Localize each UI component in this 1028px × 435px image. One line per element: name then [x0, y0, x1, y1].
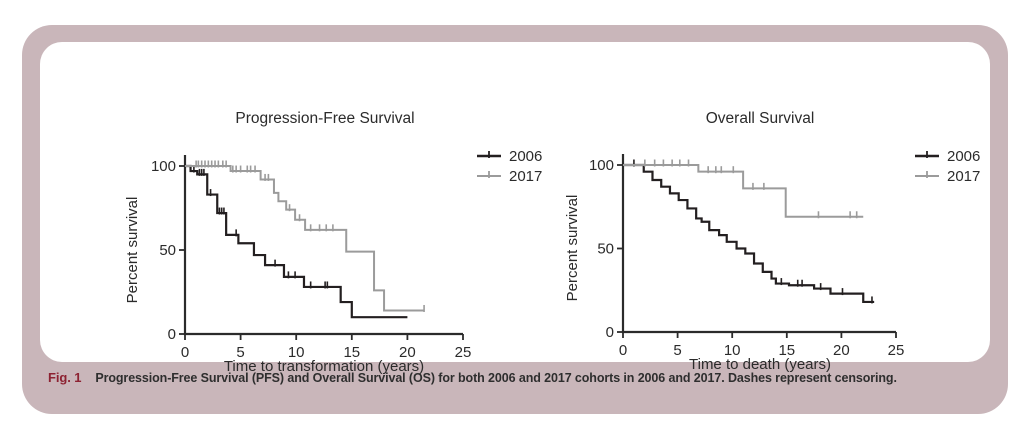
- svg-text:0: 0: [619, 342, 627, 359]
- censor-marks: [193, 165, 329, 289]
- censor-marks: [644, 159, 858, 219]
- series-2006: [623, 159, 875, 304]
- figure-caption: Fig. 1 Progression-Free Survival (PFS) an…: [48, 369, 988, 387]
- legend-item-2017: 2017: [477, 168, 542, 185]
- svg-text:25: 25: [455, 344, 472, 361]
- censor-marks: [633, 159, 873, 304]
- svg-text:0: 0: [606, 324, 614, 341]
- legend-label: 2017: [947, 168, 980, 185]
- legend-label: 2006: [509, 148, 542, 165]
- svg-text:10: 10: [288, 344, 305, 361]
- km-curve: [623, 163, 875, 304]
- legend-item-2006: 2006: [915, 148, 980, 165]
- os-chart: Overall Survival 0 50 100 0 5 10 15 20 25 Time to …: [564, 110, 980, 373]
- svg-text:15: 15: [343, 344, 360, 361]
- svg-text:5: 5: [673, 342, 681, 359]
- series-2017: [185, 160, 425, 312]
- y-axis-label: Percent survival: [124, 197, 141, 304]
- svg-text:50: 50: [159, 242, 176, 259]
- axes: [179, 155, 464, 340]
- series-2006: [185, 164, 408, 319]
- km-curve: [623, 164, 864, 218]
- svg-text:0: 0: [168, 326, 176, 343]
- chart-title: Progression-Free Survival: [235, 110, 414, 127]
- legend-label: 2006: [947, 148, 980, 165]
- figure-frame: Progression-Free Survival 0 50 100 0 5 10 15 20 2…: [22, 25, 1008, 414]
- svg-text:20: 20: [833, 342, 850, 359]
- km-curve: [185, 164, 408, 319]
- svg-text:10: 10: [724, 342, 741, 359]
- tick-labels: 0 50 100 0 5 10 15 20 25: [589, 157, 904, 359]
- km-curve: [185, 165, 425, 312]
- figure-number-label: Fig. 1: [48, 370, 82, 385]
- svg-text:25: 25: [888, 342, 905, 359]
- svg-text:100: 100: [151, 158, 176, 175]
- svg-text:100: 100: [589, 157, 614, 174]
- svg-text:50: 50: [597, 241, 614, 258]
- x-axis-label: Time to death (years): [689, 356, 831, 373]
- figure-panel: Progression-Free Survival 0 50 100 0 5 10 15 20 2…: [40, 42, 990, 375]
- svg-text:15: 15: [778, 342, 795, 359]
- legend-item-2006: 2006: [477, 148, 542, 165]
- svg-text:20: 20: [399, 344, 416, 361]
- censor-marks: [195, 160, 425, 312]
- series-2017: [623, 159, 864, 219]
- chart-title: Overall Survival: [706, 110, 815, 127]
- axes: [617, 154, 897, 338]
- svg-text:0: 0: [181, 344, 189, 361]
- legend-label: 2017: [509, 168, 542, 185]
- svg-text:5: 5: [236, 344, 244, 361]
- y-axis-label: Percent survival: [564, 195, 581, 302]
- x-axis-label: Time to transformation (years): [224, 358, 424, 375]
- pfs-chart: Progression-Free Survival 0 50 100 0 5 10 15 20 2…: [124, 110, 542, 375]
- tick-labels: 0 50 100 0 5 10 15 20 25: [151, 158, 471, 361]
- legend-item-2017: 2017: [915, 168, 980, 185]
- caption-text: Progression-Free Survival (PFS) and Over…: [95, 371, 897, 385]
